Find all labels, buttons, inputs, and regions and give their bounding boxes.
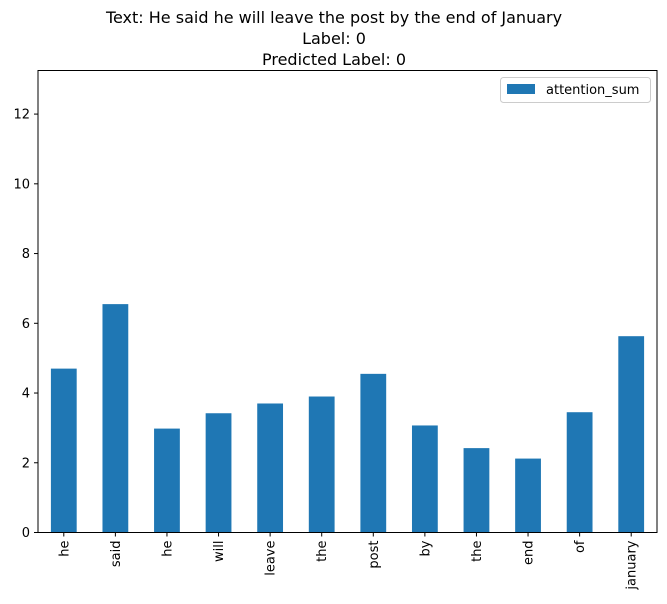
x-tick-label-11: january — [625, 540, 640, 590]
title-line-3: Predicted Label: 0 — [262, 50, 406, 69]
x-tick-label-1: said — [109, 541, 124, 568]
bar-1 — [102, 304, 129, 533]
bar-6 — [360, 373, 387, 533]
x-axis: he said he will leave the post by the end of januar… — [57, 532, 640, 591]
x-tick-label-0: he — [57, 541, 72, 557]
legend: attention_sum — [500, 77, 651, 103]
bar-7 — [411, 425, 438, 533]
y-tick-label-4: 8 — [22, 247, 30, 262]
legend-label-attention-sum: attention_sum — [546, 83, 639, 98]
y-tick-label-0: 0 — [22, 526, 30, 541]
y-tick-label-6: 12 — [13, 108, 30, 123]
y-tick-label-5: 10 — [13, 177, 30, 192]
title-line-2: Label: 0 — [302, 29, 366, 48]
chart-title: Text: He said he will leave the post by … — [105, 8, 562, 69]
plot-frame — [37, 70, 658, 533]
x-tick-label-8: the — [470, 541, 485, 562]
bar-10 — [566, 412, 593, 533]
bar-5 — [308, 396, 335, 533]
x-tick-label-7: by — [418, 540, 433, 556]
y-axis: 0 2 4 6 8 10 12 — [13, 108, 38, 541]
x-tick-label-3: will — [212, 541, 227, 562]
y-tick-label-2: 4 — [22, 387, 30, 402]
bar-0 — [50, 368, 77, 533]
bar-3 — [205, 413, 232, 533]
x-tick-label-9: end — [522, 541, 537, 566]
bar-2 — [154, 428, 180, 533]
legend-swatch — [507, 84, 535, 94]
x-tick-label-4: leave — [264, 541, 279, 576]
bar-11 — [618, 336, 645, 533]
bar-9 — [515, 458, 541, 533]
bars-group — [50, 304, 645, 533]
legend-box — [500, 77, 651, 103]
bar-8 — [463, 448, 490, 533]
y-tick-label-1: 2 — [22, 456, 30, 471]
title-line-1: Text: He said he will leave the post by … — [105, 8, 562, 27]
x-tick-label-2: he — [160, 541, 175, 557]
x-tick-label-5: the — [315, 541, 330, 562]
x-tick-label-6: post — [367, 541, 382, 569]
bar-4 — [257, 403, 284, 533]
y-tick-label-3: 6 — [22, 317, 30, 332]
x-tick-label-10: of — [573, 540, 588, 553]
